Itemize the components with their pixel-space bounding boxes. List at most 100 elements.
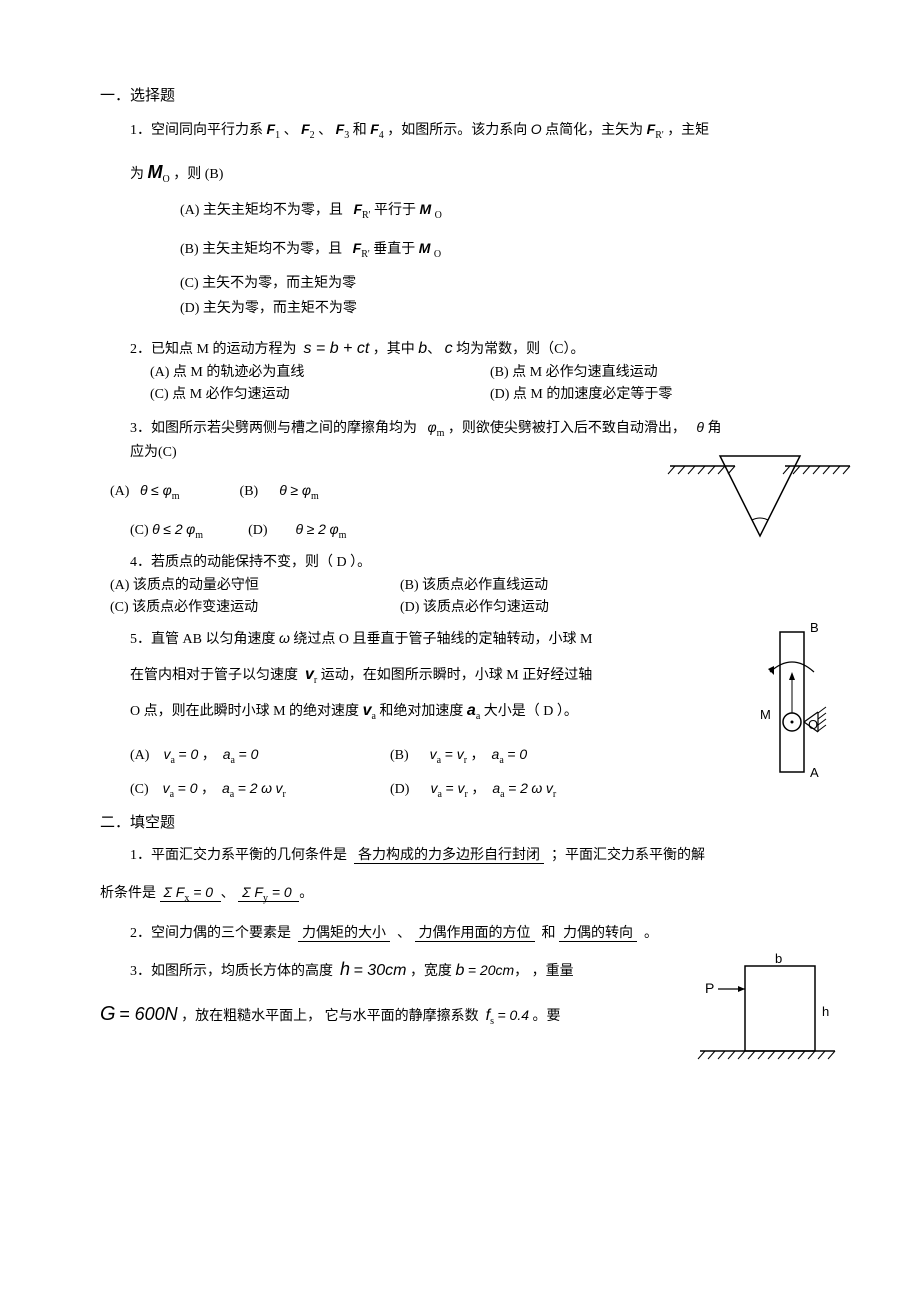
vas: a: [170, 789, 174, 800]
q2-text-c: 均为常数，则（C）。: [456, 342, 584, 357]
f3-sub: 3: [344, 130, 349, 141]
q2-opt-a: (A) 点 M 的轨迹必为直线: [150, 362, 450, 384]
q5-opts-2: (C) va = 0 ， aa = 2 ω vr (D) va = vr ， a…: [130, 777, 820, 803]
q5-stem-2: 在管内相对于管子以匀速度 vr 运动，在如图所示瞬时，小球 M 正好经过轴: [130, 662, 820, 689]
h-eq: = 30cm: [354, 962, 407, 979]
lbl-B: B: [810, 620, 819, 635]
opt-b-mid: 垂直于: [373, 242, 415, 257]
q2-text-a: 2．已知点 M 的运动方程为: [130, 342, 296, 357]
vr: r: [464, 789, 467, 800]
geq: ≥: [290, 482, 302, 498]
opt-a-mid: 平行于: [374, 203, 416, 218]
q4-opt-d: (D) 该质点必作匀速运动: [400, 597, 549, 619]
w: ω: [261, 780, 272, 796]
aa: a: [492, 780, 500, 796]
lbl-b: b: [775, 951, 782, 966]
lbl-P: P: [705, 980, 714, 996]
fill-2: 2．空间力偶的三个要素是 力偶矩的大小 、 力偶作用面的方位 和 力偶的转向 。: [130, 923, 820, 945]
g: G: [100, 1003, 116, 1025]
fill-1: 1．平面汇交力系平衡的几何条件是 各力构成的力多边形自行封闭 ；平面汇交力系平衡…: [130, 845, 820, 867]
aas: a: [499, 755, 503, 766]
b: b: [455, 962, 464, 979]
comma: ，: [202, 748, 216, 763]
eq0: = 0: [268, 884, 292, 900]
f3-e: 。要: [533, 1009, 561, 1024]
vr: r: [464, 755, 467, 766]
f1-ans2a: Σ Fx = 0: [160, 886, 221, 902]
q1-text-f: ，则 (B): [173, 167, 223, 182]
f3-a: 3．如图所示，均质长方体的高度: [130, 964, 333, 979]
section-1-title: 一．选择题: [100, 84, 820, 108]
q3-text-a: 3．如图所示若尖劈两侧与槽之间的摩擦角均为: [130, 421, 417, 436]
q1-stem: 1．空间同向平行力系 F1 、 F2 、 F3 和 F4 ，如图所示。该力系向 …: [130, 118, 820, 144]
lbl-O: O: [808, 717, 818, 732]
q2-options: (A) 点 M 的轨迹必为直线 (B) 点 M 必作匀速直线运动: [150, 362, 820, 384]
q5-a: 5．直管 AB 以匀角速度: [130, 632, 275, 647]
q1-text-c: 点简化，主矢为: [545, 123, 643, 138]
q3-opt-d: (D) θ ≥ 2 φm: [248, 518, 346, 544]
q5-c: 在管内相对于管子以匀速度: [130, 668, 298, 683]
comma: ，: [471, 748, 485, 763]
f2-ans1: 力偶矩的大小: [298, 926, 390, 942]
q1-options: (A) 主矢主矩均不为零，且 FR' 平行于 M O (B) 主矢主矩均不为零，…: [180, 198, 820, 320]
q5-opt-c: (C) va = 0 ， aa = 2 ω vr: [130, 777, 360, 803]
f1-ans1: 各力构成的力多边形自行封闭: [354, 848, 544, 864]
q3-opt-c: (C) θ ≤ 2 φm: [130, 518, 203, 544]
mo-sub: O: [163, 174, 170, 185]
fr-sym: F: [353, 201, 362, 217]
comma: ，: [201, 782, 215, 797]
vr-sub: r: [314, 674, 317, 685]
va: v: [163, 780, 170, 796]
fs-sub: s: [490, 1016, 494, 1027]
q1-text: 1．空间同向平行力系: [130, 123, 263, 138]
f3-d: ，放在粗糙水平面上， 它与水平面的静摩擦系数: [181, 1009, 479, 1024]
phim: m: [195, 530, 203, 541]
m-sym: M: [419, 201, 431, 217]
eq0: = 0: [189, 884, 213, 900]
q1-text-d: ，主矩: [667, 123, 709, 138]
geq2: ≥ 2: [307, 521, 326, 537]
f1-sym: F: [267, 121, 276, 137]
q1-opt-a: (A) 主矢主矩均不为零，且 FR' 平行于 M O: [180, 198, 820, 224]
q1-opt-b: (B) 主矢主矩均不为零，且 FR' 垂直于 M O: [180, 237, 820, 263]
eq: = v: [445, 746, 464, 762]
aa: a: [467, 702, 476, 719]
vr: r: [553, 789, 556, 800]
f2-sym: F: [301, 121, 310, 137]
question-4: 4．若质点的动能保持不变，则（ D ）。 (A) 该质点的动量必守恒 (B) 该…: [130, 552, 820, 619]
sfy: Σ F: [242, 884, 263, 900]
and: 和: [353, 123, 367, 138]
f3-c: ，重量: [532, 964, 574, 979]
eq: = 2: [238, 780, 258, 796]
q4-opts-2: (C) 该质点必作变速运动 (D) 该质点必作匀速运动: [110, 597, 820, 619]
fr-sub: R': [362, 209, 370, 220]
q5-stem-3: O 点，则在此瞬时小球 M 的绝对速度 va 和绝对加速度 aa 大小是（ D …: [130, 698, 820, 725]
sep1: 、: [397, 926, 411, 941]
eq: = 0: [178, 746, 198, 762]
c-sym: c: [445, 340, 453, 357]
comma: ，: [471, 782, 485, 797]
q2-opt-d: (D) 点 M 的加速度必定等于零: [490, 384, 672, 406]
q4-opt-c: (C) 该质点必作变速运动: [110, 597, 360, 619]
opt-a-text: (A) 主矢主矩均不为零，且: [180, 203, 343, 218]
f2-ans3: 力偶的转向: [559, 926, 637, 942]
q5-e: O 点，则在此瞬时小球 M 的绝对速度: [130, 704, 359, 719]
lbl-a: (A): [130, 748, 149, 763]
f4-sym: F: [370, 121, 379, 137]
v: v: [546, 780, 553, 796]
q5-b: 绕过点 O 且垂直于管子轴线的定轴转动，小球 M: [293, 632, 592, 647]
phi: φ: [302, 482, 311, 498]
q5-g: 大小是（ D ）。: [484, 704, 578, 719]
section-2-title: 二．填空题: [100, 811, 820, 835]
aa: a: [223, 746, 231, 762]
b-eq: = 20cm: [468, 962, 514, 978]
lbl-M: M: [760, 707, 771, 722]
q2-eq: s = b + ct: [303, 340, 369, 357]
q1-opt-d: (D) 主矢为零，而主矩不为零: [180, 298, 820, 320]
q3-stem: 3．如图所示若尖劈两侧与槽之间的摩擦角均为 φm ，则欲使尖劈被打入后不致自动滑…: [130, 416, 820, 442]
q2-opt-b: (B) 点 M 必作匀速直线运动: [490, 362, 658, 384]
q3-opt-b: (B) θ ≥ φm: [240, 479, 319, 505]
b-sym: b: [418, 340, 427, 357]
q5-opts-1: (A) va = 0 ， aa = 0 (B) va = vr ， aa = 0: [130, 743, 820, 769]
opt-c-label: (C): [130, 523, 149, 538]
